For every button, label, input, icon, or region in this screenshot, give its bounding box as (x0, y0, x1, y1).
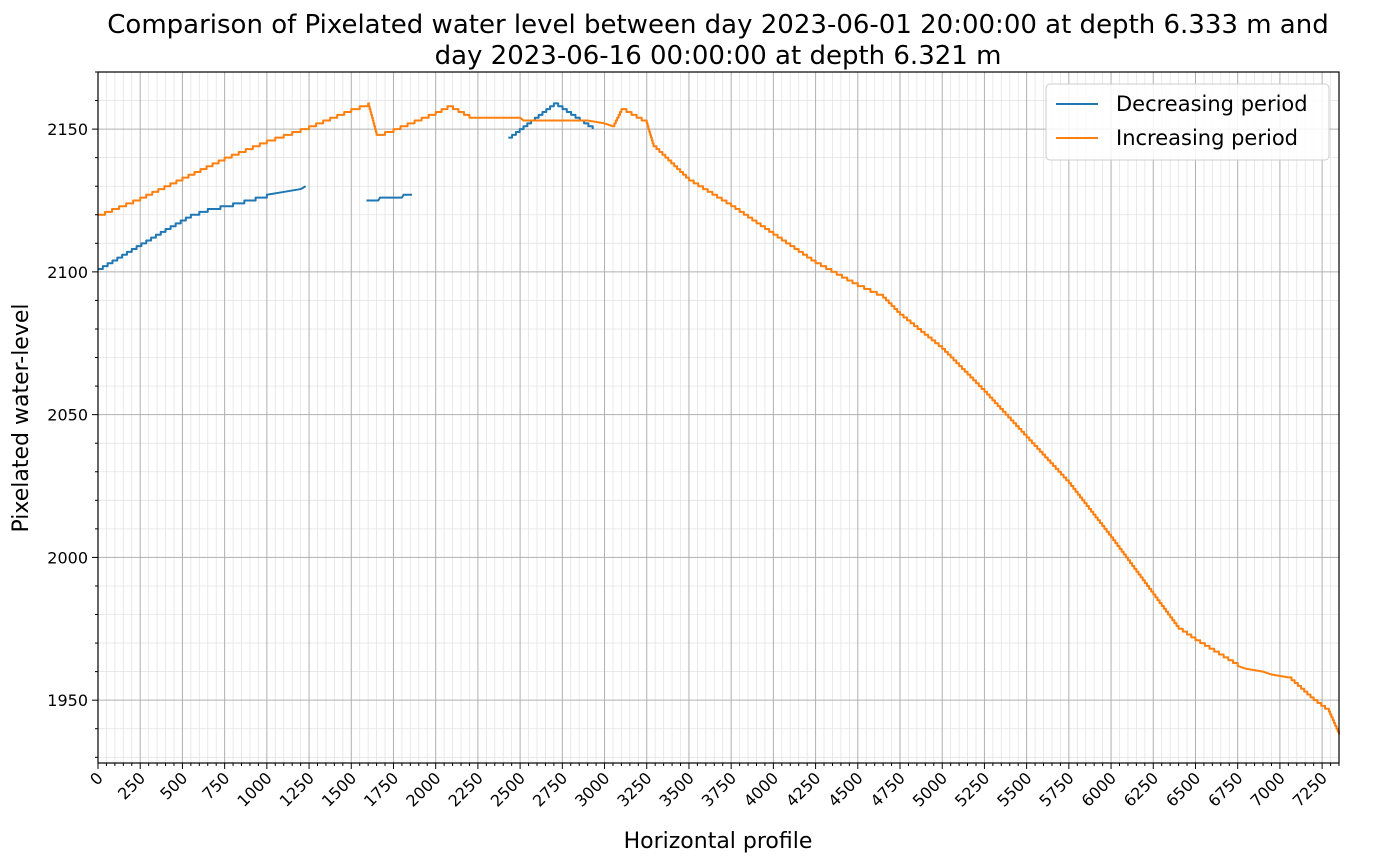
series-line-increasing (98, 102, 1340, 735)
y-tick-label: 2150 (47, 120, 88, 139)
x-tick-label: 6750 (1204, 768, 1246, 810)
legend-box (1045, 83, 1330, 161)
x-tick-label: 750 (198, 768, 233, 803)
chart-title-line-1: Comparison of Pixelated water level betw… (107, 10, 1328, 40)
x-tick-label: 4500 (824, 768, 866, 810)
x-tick-label: 4750 (867, 768, 909, 810)
x-tick-label: 5000 (909, 768, 951, 810)
x-tick-label: 2250 (444, 768, 486, 810)
x-tick-label: 4000 (740, 768, 782, 810)
chart-title-line-2: day 2023-06-16 00:00:00 at depth 6.321 m (435, 41, 1002, 71)
x-tick-label: 4250 (782, 768, 824, 810)
x-tick-label: 500 (156, 768, 191, 803)
plot-frame (97, 71, 1340, 764)
x-tick-label: 7000 (1247, 768, 1289, 810)
series-line-decreasing (508, 102, 594, 139)
x-axis-label: Horizontal profile (624, 829, 813, 854)
y-tick-label: 1950 (47, 691, 88, 710)
x-tick-label: 1500 (318, 768, 360, 810)
x-tick-label: 1750 (360, 768, 402, 810)
x-tick-label: 2500 (487, 768, 529, 810)
x-tick-label: 6000 (1078, 768, 1120, 810)
x-tick-label: 3250 (613, 768, 655, 810)
y-tick-label: 2050 (47, 406, 88, 425)
x-tick-label: 5500 (993, 768, 1035, 810)
x-tick-label: 1250 (276, 768, 318, 810)
x-tick-label: 0 (86, 768, 107, 789)
x-tick-label: 1000 (233, 768, 275, 810)
y-tick-label: 2000 (47, 548, 88, 567)
x-tick-label: 6250 (1120, 768, 1162, 810)
x-tick-label: 3500 (656, 768, 698, 810)
x-tick-label: 6500 (1162, 768, 1204, 810)
x-tick-label: 5250 (951, 768, 993, 810)
x-tick-label: 250 (114, 768, 149, 803)
legend-entry: Decreasing period (1116, 92, 1308, 116)
x-tick-label: 3000 (571, 768, 613, 810)
x-tick-label: 2750 (529, 768, 571, 810)
legend: Decreasing period Increasing period (1045, 83, 1330, 161)
series-line-decreasing (98, 185, 307, 271)
legend-entry: Increasing period (1116, 126, 1298, 150)
x-tick-label: 3750 (698, 768, 740, 810)
x-tick-label: 2000 (402, 768, 444, 810)
y-tick-label: 2100 (47, 263, 88, 282)
y-axis-label: Pixelated water-level (9, 303, 34, 532)
x-tick-label: 7250 (1289, 768, 1331, 810)
x-tick-label: 5750 (1035, 768, 1077, 810)
series-line-decreasing (366, 193, 413, 202)
